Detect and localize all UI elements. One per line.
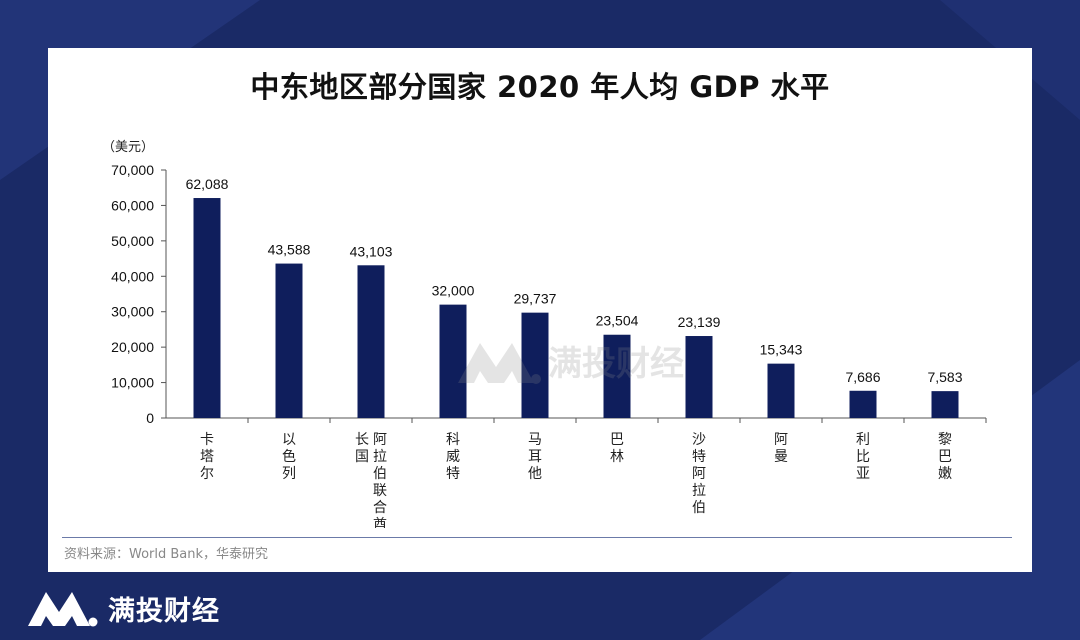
- bar: [521, 312, 549, 418]
- y-tick-label: 0: [146, 410, 154, 426]
- x-category-label: 尔: [200, 466, 214, 482]
- watermark-text: 满投财经: [548, 344, 684, 384]
- brand-name: 满投财经: [108, 595, 220, 627]
- watermark: 满投财经: [456, 336, 684, 385]
- x-category-label: 国: [355, 449, 369, 465]
- x-category-label: 色: [282, 448, 296, 465]
- x-category-label: 黎: [938, 432, 952, 448]
- x-category-label: 巴: [610, 432, 624, 448]
- y-tick-label: 10,000: [111, 375, 154, 391]
- data-label: 7,686: [845, 369, 880, 385]
- x-category-label: 阿: [774, 432, 788, 448]
- data-label: 23,504: [596, 313, 639, 329]
- x-category-label: 拉: [692, 483, 706, 499]
- y-axis-unit-label: （美元）: [102, 140, 155, 155]
- chart-card: 中东地区部分国家 2020 年人均 GDP 水平 （美元） 0 10,000 20,…: [48, 48, 1032, 572]
- x-category-label: 塔: [200, 449, 214, 465]
- y-tick-label: 60,000: [111, 197, 154, 213]
- data-label: 43,588: [268, 242, 311, 258]
- y-tick-label: 30,000: [111, 304, 154, 320]
- x-category-label: 卡: [200, 432, 214, 448]
- chart-title: 中东地区部分国家 2020 年人均 GDP 水平: [250, 70, 830, 104]
- bar: [439, 304, 467, 418]
- x-category-label: 嫩: [938, 466, 952, 482]
- x-category-label: 林: [610, 449, 624, 465]
- x-category-label: 科: [446, 432, 460, 448]
- x-category-label: 沙: [692, 432, 706, 448]
- x-category-label: 伯: [373, 466, 387, 482]
- x-category-label: 以: [282, 432, 296, 448]
- x-category-label: 联: [373, 483, 387, 499]
- mountain-m-logo-icon: [28, 592, 98, 627]
- data-label: 43,103: [350, 243, 393, 259]
- x-category-label: 利: [856, 432, 870, 448]
- source-note: 资料来源：World Bank，华泰研究: [64, 547, 269, 562]
- bar: [357, 265, 385, 418]
- bar-chart: 0 10,000 20,000 30,000 40,000 50,000 60,000 70,…: [111, 162, 987, 528]
- y-tick-label: 40,000: [111, 268, 154, 284]
- x-category-label: 伯: [692, 500, 706, 516]
- data-label: 62,088: [186, 176, 229, 192]
- x-category-label: 拉: [373, 449, 387, 465]
- y-tick-label: 70,000: [111, 162, 154, 178]
- y-tick-label: 20,000: [111, 339, 154, 355]
- x-category-label: 阿: [373, 432, 387, 448]
- x-category-label: 特: [692, 449, 706, 465]
- x-category-label: 特: [446, 466, 460, 482]
- bar: [603, 334, 631, 418]
- x-category-label: 比: [856, 449, 870, 465]
- x-category-label: 阿: [692, 466, 706, 482]
- x-category-label: 合: [373, 500, 387, 516]
- bar: [849, 390, 877, 418]
- source-divider: [62, 537, 1012, 538]
- bar: [685, 336, 713, 418]
- brand: 满投财经: [26, 586, 220, 630]
- watermark-logo-icon: [458, 342, 541, 384]
- x-category-label: 列: [282, 466, 296, 482]
- bar: [767, 363, 795, 418]
- data-label: 32,000: [432, 283, 475, 299]
- bar: [931, 391, 959, 418]
- x-category-label: 曼: [774, 449, 788, 465]
- x-category-label: 亚: [856, 466, 870, 482]
- data-label: 15,343: [760, 342, 803, 358]
- x-category-label: 威: [446, 449, 460, 465]
- data-label: 29,737: [514, 291, 557, 307]
- x-category-label: 耳: [528, 449, 542, 465]
- x-category-label: 长: [355, 432, 369, 448]
- data-label: 7,583: [927, 369, 962, 385]
- x-category-label: 马: [528, 432, 542, 448]
- x-category-label: 他: [528, 466, 542, 482]
- y-tick-label: 50,000: [111, 233, 154, 249]
- bar: [193, 198, 221, 418]
- x-category-label: 巴: [938, 449, 952, 465]
- data-label: 23,139: [678, 314, 721, 330]
- bar: [275, 263, 303, 418]
- x-category-label: 酋: [373, 516, 387, 528]
